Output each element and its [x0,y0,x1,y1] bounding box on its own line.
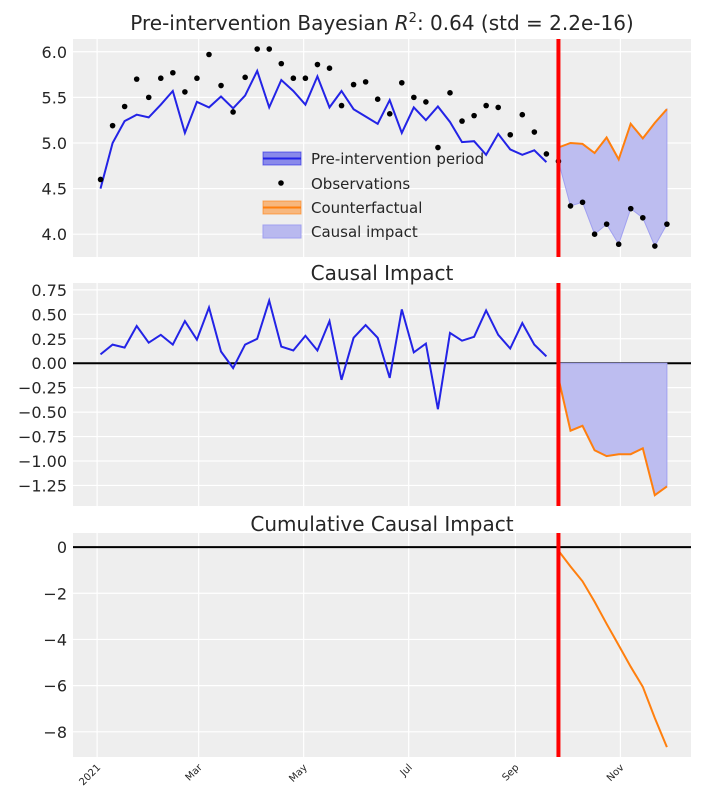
y-tick-label: −0.50 [18,403,67,422]
legend-label-pre-period: Pre-intervention period [311,150,484,168]
observation-point [374,96,381,103]
panel-causal-impact: Causal Impact 0.75 0.50 0.25 0.00 −0.25 −0.50… [18,261,691,506]
counterfactual-line [558,108,668,162]
y-tick-label: 0 [57,538,67,557]
observation-point [266,46,273,52]
y-tick-label: 5.0 [42,134,67,153]
observation-point [615,241,622,248]
plot-area [73,533,691,757]
observation-point [386,110,393,117]
observation-point [411,94,417,101]
x-tick-label: Sep [500,762,521,783]
y-tick-label: −4 [43,630,67,649]
y-tick-label: −1.00 [18,452,67,471]
y-tick-label: −6 [43,677,67,696]
legend-label-counterfactual: Counterfactual [311,199,422,217]
legend-causal-impact-swatch [262,224,302,239]
y-tick-label: −0.75 [18,428,67,447]
x-tick-label: Nov [605,762,627,784]
observation-point [133,76,140,82]
observation-point [591,231,598,237]
observation-point [145,94,152,101]
observation-point [302,75,309,82]
observation-point [567,203,574,209]
y-tick-label: 4.5 [42,180,67,199]
x-tick-label: 2021 [77,762,103,788]
observation-point [664,221,670,227]
observation-point [290,75,297,82]
x-tick-label: Jul [398,762,415,779]
y-tick-label: 4.0 [42,225,67,244]
y-tick-label: −8 [43,723,67,742]
y-tick-label: 0.25 [31,330,67,349]
x-tick-label: Mar [184,762,206,784]
legend-observations-marker [278,180,284,186]
observation-point [495,104,501,111]
legend-label-causal-impact: Causal impact [311,223,418,241]
observation-point [254,46,260,52]
panel-1-title: Pre-intervention Bayesian R2: 0.64 (std … [130,11,633,35]
observation-point [531,129,538,135]
observation-point [423,99,429,105]
observation-point [483,102,489,109]
pre-intervention-prediction-line [99,68,548,189]
panel-2-title: Causal Impact [311,261,454,285]
observation-point [543,151,550,157]
y-tick-label: 0.00 [31,354,67,373]
observation-point [194,75,200,82]
observation-point [338,102,345,109]
y-tick-label: −1.25 [18,476,67,495]
legend-label-observations: Observations [311,175,410,193]
y-tick-label: 5.5 [42,88,67,107]
cumulative-impact-line [557,549,668,748]
observation-point [97,176,104,183]
observation-point [639,214,646,221]
x-tick-label: May [287,762,309,784]
observation-point [121,103,128,110]
observation-point [278,60,285,67]
y-tick-label: −0.25 [18,379,67,398]
observation-point [652,243,658,249]
post-intervention-impact-line [557,377,668,497]
y-tick-label: −2 [43,584,67,603]
pre-intervention-impact-line [99,296,548,410]
observation-point [182,89,188,95]
observation-point [579,199,586,206]
observation-point [603,221,610,227]
panel-pre-intervention: Pre-intervention Bayesian R2: 0.64 (std … [42,11,691,257]
observation-point [230,109,236,115]
observation-point [109,122,116,129]
observation-point [507,131,514,138]
observation-point [157,75,164,82]
observation-point [206,51,212,58]
observation-point [218,82,224,89]
observation-point [627,205,634,212]
observation-point [459,118,465,124]
panel-3-title: Cumulative Causal Impact [250,512,513,536]
observation-point [242,74,248,81]
observation-point [435,144,441,151]
y-tick-label: 0.50 [31,305,67,324]
observation-point [314,61,321,68]
y-tick-label: 6.0 [42,43,67,62]
observation-point [398,79,405,86]
observation-point [471,112,477,119]
observation-point [447,90,453,96]
panel-cumulative-impact: Cumulative Causal Impact 0 −2 −4 −6 −8 2021 Ma… [43,512,691,788]
observation-point [362,79,369,85]
observation-point [170,69,176,76]
legend: Pre-intervention period Observations Cou… [262,150,484,241]
y-tick-label: 0.75 [31,281,67,300]
observation-point [350,81,357,88]
observation-point [326,65,333,71]
observation-point [519,111,526,118]
